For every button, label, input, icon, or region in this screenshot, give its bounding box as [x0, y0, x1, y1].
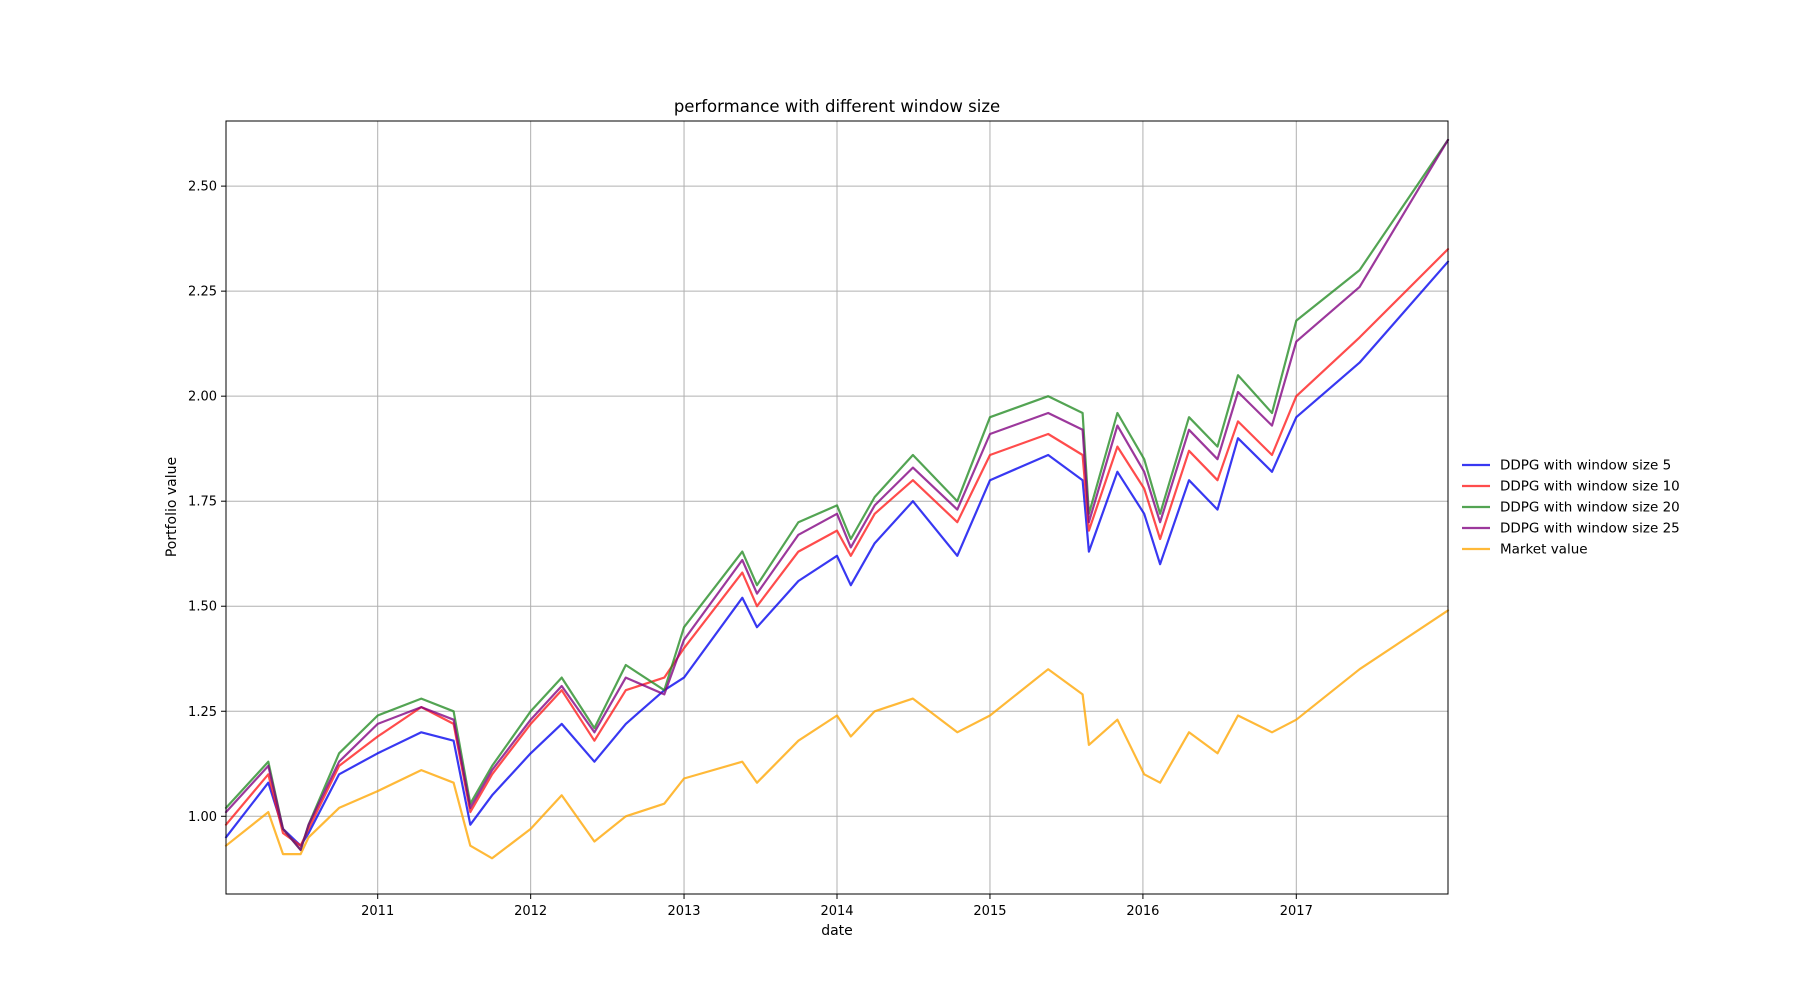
- y-tick-label: 2.25: [188, 285, 217, 300]
- series-line-0: [224, 260, 1450, 847]
- x-axis-ticks: 2011 2012 2013 2014 2015 2016 2017: [361, 894, 1313, 919]
- x-tick-label: 2016: [1126, 904, 1159, 919]
- y-axis-ticks: 1.00 1.25 1.50 1.75 2.00 2.25 2.50: [188, 180, 226, 825]
- x-tick-label: 2015: [973, 904, 1006, 919]
- legend-label: DDPG with window size 25: [1500, 521, 1680, 537]
- y-tick-label: 1.25: [188, 705, 217, 720]
- y-axis-label: Portfolio value: [164, 457, 180, 557]
- series-line-2: [224, 138, 1450, 851]
- x-axis-label: date: [821, 923, 853, 939]
- series-line-4: [224, 609, 1450, 860]
- x-tick-label: 2012: [514, 904, 547, 919]
- legend-label: DDPG with window size 20: [1500, 500, 1680, 516]
- x-tick-label: 2017: [1280, 904, 1313, 919]
- y-tick-label: 2.00: [188, 390, 217, 405]
- legend-label: DDPG with window size 10: [1500, 479, 1680, 495]
- x-tick-label: 2011: [361, 904, 394, 919]
- x-tick-label: 2013: [667, 904, 700, 919]
- legend-label: Market value: [1500, 542, 1588, 558]
- legend: DDPG with window size 5 DDPG with window …: [1462, 458, 1680, 558]
- grid-lines: [226, 121, 1448, 894]
- y-tick-label: 1.75: [188, 495, 217, 510]
- series-line-3: [224, 138, 1450, 851]
- y-tick-label: 1.50: [188, 600, 217, 615]
- x-tick-label: 2014: [820, 904, 853, 919]
- y-tick-label: 1.00: [188, 810, 217, 825]
- chart-title: performance with different window size: [674, 97, 1000, 116]
- y-tick-label: 2.50: [188, 180, 217, 195]
- series-line-1: [224, 248, 1450, 847]
- plot-series: [224, 138, 1450, 860]
- legend-label: DDPG with window size 5: [1500, 458, 1671, 474]
